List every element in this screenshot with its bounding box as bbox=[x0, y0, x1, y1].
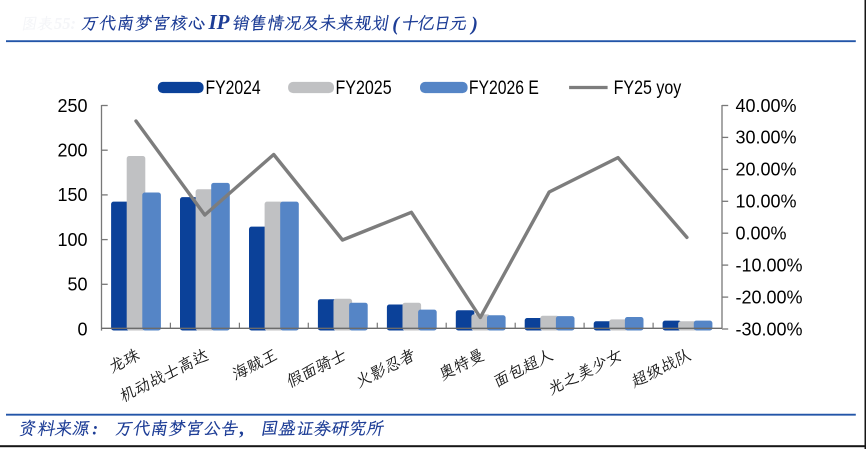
svg-text::: : bbox=[92, 418, 98, 438]
svg-text:0.00%: 0.00% bbox=[736, 224, 787, 244]
svg-text:200: 200 bbox=[57, 141, 87, 161]
svg-text:FY25 yoy: FY25 yoy bbox=[614, 78, 682, 99]
svg-text:150: 150 bbox=[57, 185, 87, 205]
svg-text:FY2025: FY2025 bbox=[336, 78, 392, 99]
svg-text:): ) bbox=[469, 14, 478, 36]
svg-text:100: 100 bbox=[57, 230, 87, 250]
svg-text:IP: IP bbox=[208, 10, 230, 34]
svg-text:40.00%: 40.00% bbox=[736, 96, 797, 116]
svg-text:-30.00%: -30.00% bbox=[736, 319, 803, 339]
svg-text:-20.00%: -20.00% bbox=[736, 287, 803, 307]
svg-text:(: ( bbox=[392, 14, 400, 36]
svg-text:10.00%: 10.00% bbox=[736, 192, 797, 212]
svg-text:,: , bbox=[239, 417, 245, 439]
svg-text:250: 250 bbox=[57, 96, 87, 116]
svg-text:FY2024: FY2024 bbox=[206, 78, 262, 99]
svg-text:50: 50 bbox=[67, 275, 87, 295]
svg-text:-10.00%: -10.00% bbox=[736, 255, 803, 275]
svg-text:FY2026 E: FY2026 E bbox=[469, 78, 539, 99]
svg-text:20.00%: 20.00% bbox=[736, 160, 797, 180]
svg-text:30.00%: 30.00% bbox=[736, 128, 797, 148]
svg-text:55:: 55: bbox=[54, 14, 76, 33]
svg-text:0: 0 bbox=[77, 319, 87, 339]
